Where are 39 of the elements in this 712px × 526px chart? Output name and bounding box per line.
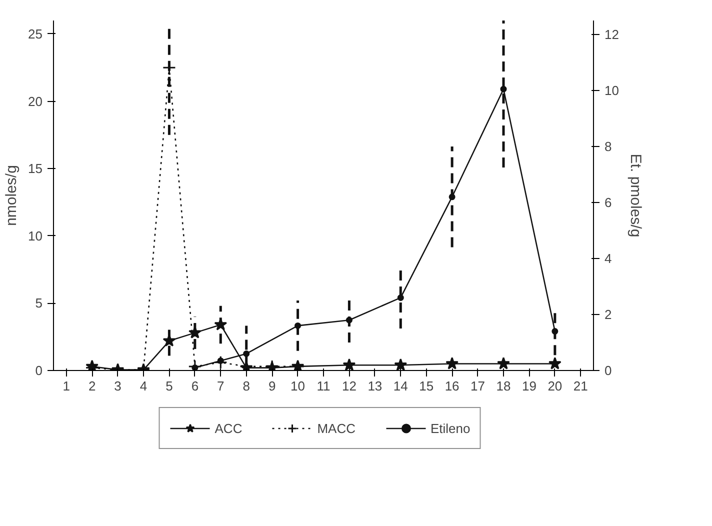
x-tick-label: 10 <box>290 378 306 394</box>
y-tick-label: 20 <box>28 94 43 109</box>
legend-label: ACC <box>214 420 242 436</box>
y-axis-title: nmoles/g <box>3 165 20 226</box>
y-tick-label: 0 <box>35 363 43 378</box>
x-tick-label: 7 <box>217 378 224 394</box>
y-tick-label: 25 <box>28 26 43 42</box>
y-tick-label: 5 <box>35 296 43 311</box>
x-tick-label: 20 <box>548 378 562 394</box>
y2-tick-label: 4 <box>604 251 612 266</box>
x-tick-label: 6 <box>191 378 199 394</box>
x-tick-label: 17 <box>470 378 486 394</box>
x-tick-label: 1 <box>62 378 70 394</box>
y2-tick-label: 6 <box>604 195 612 210</box>
x-tick-label: 21 <box>573 378 588 394</box>
y2-tick-label: 10 <box>604 83 619 98</box>
x-tick-label: 12 <box>342 378 356 394</box>
x-tick-label: 2 <box>88 378 96 394</box>
x-tick-label: 4 <box>140 378 148 394</box>
x-tick-label: 18 <box>496 378 511 394</box>
x-tick-label: 14 <box>393 378 408 394</box>
y2-tick-label: 2 <box>604 307 612 322</box>
x-tick-label: 13 <box>368 378 382 394</box>
legend-label: MACC <box>317 420 356 436</box>
legend-label: Etileno <box>430 420 470 436</box>
y2-tick-label: 12 <box>604 27 619 42</box>
x-tick-label: 11 <box>316 378 330 394</box>
x-tick-label: 15 <box>419 378 434 394</box>
y-tick-label: 10 <box>28 228 43 244</box>
x-tick-label: 8 <box>242 378 250 394</box>
y-tick-label: 15 <box>28 161 43 176</box>
x-tick-label: 3 <box>114 378 122 394</box>
x-tick-label: 16 <box>444 378 460 394</box>
y2-tick-label: 0 <box>604 363 612 378</box>
x-tick-label: 5 <box>166 378 173 394</box>
y2-tick-label: 8 <box>604 139 612 154</box>
y2-axis-title: Et. pmoles/g <box>626 154 644 238</box>
x-tick-label: 19 <box>522 378 536 394</box>
x-tick-label: 9 <box>268 378 276 394</box>
